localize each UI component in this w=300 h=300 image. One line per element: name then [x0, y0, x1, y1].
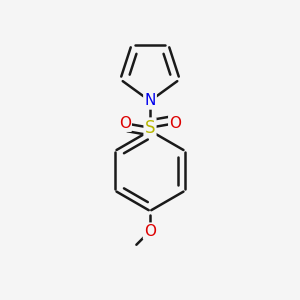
Text: O: O [144, 224, 156, 238]
Text: S: S [145, 119, 155, 137]
Text: N: N [144, 94, 156, 109]
Text: O: O [119, 116, 131, 131]
Text: O: O [169, 116, 181, 131]
